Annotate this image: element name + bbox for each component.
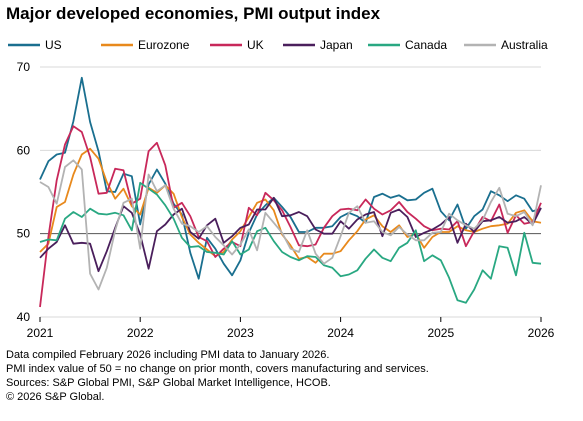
y-axis-ticks: 40 50 60 70 xyxy=(17,60,31,324)
x-tick-label: 2022 xyxy=(127,326,154,340)
x-tick-label: 2024 xyxy=(327,326,354,340)
series-line-eurozone xyxy=(39,147,542,264)
x-tick-label: 2023 xyxy=(227,326,254,340)
legend-label: Australia xyxy=(501,38,548,52)
grid xyxy=(40,66,541,318)
x-tick-label: 2026 xyxy=(528,326,555,340)
note-line: PMI index value of 50 = no change on pri… xyxy=(6,363,429,375)
note-line: Data compiled February 2026 including PM… xyxy=(6,349,330,361)
series-line-australia xyxy=(39,159,542,291)
y-tick-label: 50 xyxy=(17,227,31,241)
legend: US Eurozone UK Japan Canada Australia xyxy=(8,38,548,52)
x-tick-label: 2025 xyxy=(427,326,454,340)
legend-label: Canada xyxy=(405,38,447,52)
series-line-canada xyxy=(39,181,542,304)
x-tick-label: 2021 xyxy=(27,326,54,340)
chart-title: Major developed economies, PMI output in… xyxy=(6,4,381,23)
y-tick-label: 60 xyxy=(17,143,31,157)
legend-label: Japan xyxy=(320,38,353,52)
x-axis-ticks: 2021 2022 2023 2024 2025 2026 xyxy=(27,317,555,340)
series-line-japan xyxy=(39,196,542,273)
note-line: Sources: S&P Global PMI, S&P Global Mark… xyxy=(6,377,331,389)
note-line: © 2026 S&P Global. xyxy=(6,391,105,403)
chart-notes: Data compiled February 2026 including PM… xyxy=(6,348,429,404)
y-tick-label: 40 xyxy=(17,310,31,324)
series-lines xyxy=(39,76,542,308)
legend-label: US xyxy=(45,38,62,52)
legend-label: Eurozone xyxy=(138,38,190,52)
y-tick-label: 70 xyxy=(17,60,31,74)
legend-label: UK xyxy=(247,38,264,52)
